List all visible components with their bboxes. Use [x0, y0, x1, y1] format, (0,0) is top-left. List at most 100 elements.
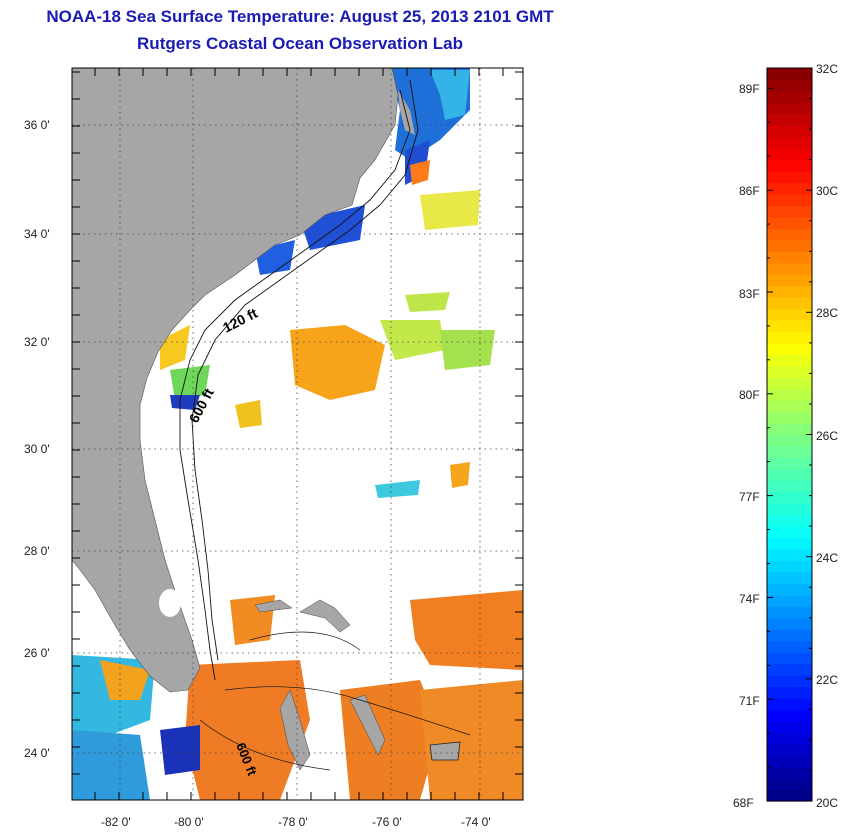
colorbar-band: [767, 113, 812, 126]
grand-bahama: [254, 599, 293, 613]
colorbar-band: [767, 778, 812, 791]
colorbar-band: [767, 503, 812, 516]
island-southeast: [429, 741, 461, 761]
colorbar-band: [767, 125, 812, 138]
colorbar-band: [767, 228, 812, 241]
lat-label-34: 34 0': [24, 227, 50, 241]
frame-ticks: [72, 68, 523, 800]
colorbar-band: [767, 297, 812, 310]
colorbar-band: [767, 148, 812, 161]
colorbar-band: [767, 697, 812, 710]
colorbar-band: [767, 606, 812, 619]
colorbar-band: [767, 468, 812, 481]
colorbar-band: [767, 411, 812, 424]
map-frame: [71, 67, 524, 801]
colorbar-band: [767, 514, 812, 527]
colorbar-band: [767, 766, 812, 779]
colorbar-band: [767, 308, 812, 321]
colorbar-band: [767, 331, 812, 344]
colorbar-band: [767, 400, 812, 413]
colorbar-band: [767, 755, 812, 768]
colorbar-band: [767, 675, 812, 688]
andros-island: [279, 689, 311, 771]
contour-600ft: [191, 79, 419, 661]
colorbar-band: [767, 629, 812, 642]
colorbar-label-89f: 89F: [739, 82, 760, 96]
colorbar-band: [767, 434, 812, 447]
colorbar-band: [767, 68, 812, 81]
colorbar-label-77f: 77F: [739, 490, 760, 504]
colorbar-label-86f: 86F: [739, 184, 760, 198]
colorbar-ticks: [767, 67, 812, 802]
colorbar-band: [767, 90, 812, 103]
colorbar-band: [767, 182, 812, 195]
lat-label-32: 32 0': [24, 335, 50, 349]
colorbar-band: [767, 216, 812, 229]
colorbar-band: [767, 274, 812, 287]
colorbar-band: [767, 686, 812, 699]
colorbar-band: [767, 193, 812, 207]
colorbar-band: [767, 205, 812, 218]
colorbar-band: [767, 526, 812, 539]
colorbar-band: [767, 640, 812, 653]
colorbar-band: [767, 354, 812, 367]
map-subtitle: Rutgers Coastal Ocean Observation Lab: [137, 34, 463, 53]
colorbar-band: [767, 617, 812, 630]
lat-label-30: 30 0': [24, 442, 50, 456]
colorbar-label-26c: 26C: [816, 429, 839, 443]
colorbar-label-28c: 28C: [816, 306, 839, 320]
colorbar-band: [767, 789, 812, 802]
lake-okeechobee: [159, 589, 181, 617]
colorbar-band: [767, 743, 812, 756]
lon-label-74: -74 0': [461, 815, 491, 829]
colorbar-label-32c: 32C: [816, 62, 839, 76]
colorbar-label-71f: 71F: [739, 694, 760, 708]
colorbar-band: [767, 171, 812, 184]
colorbar-band: [767, 319, 812, 333]
colorbar-band: [767, 652, 812, 665]
colorbar-band: [767, 388, 812, 401]
colorbar-band: [767, 79, 812, 92]
lat-label-28: 28 0': [24, 544, 50, 558]
colorbar-label-30c: 30C: [816, 184, 839, 198]
outer-banks: [398, 90, 415, 135]
colorbar-band: [767, 285, 812, 298]
colorbar-band: [767, 377, 812, 390]
sst-data-layer: [72, 68, 523, 800]
colorbar-band: [767, 594, 812, 607]
colorbar-band: [767, 709, 812, 722]
lat-lon-grid: [72, 68, 523, 800]
colorbar-band: [767, 560, 812, 573]
colorbar-band: [767, 365, 812, 378]
colorbar-band: [767, 549, 812, 562]
colorbar-band: [767, 102, 812, 115]
colorbar-band: [767, 491, 812, 504]
colorbar-label-83f: 83F: [739, 287, 760, 301]
lon-label-78: -78 0': [278, 815, 308, 829]
colorbar-band: [767, 423, 812, 436]
colorbar-label-22c: 22C: [816, 673, 839, 687]
colorbar-band: [767, 457, 812, 470]
colorbar-band: [767, 136, 812, 149]
lat-label-26: 26 0': [24, 646, 50, 660]
lat-label-24: 24 0': [24, 746, 50, 760]
colorbar-band: [767, 583, 812, 596]
lon-label-82: -82 0': [101, 815, 131, 829]
colorbar-band: [767, 342, 812, 355]
colorbar-band: [767, 571, 812, 584]
colorbar-label-20c: 20C: [816, 796, 839, 810]
colorbar-band: [767, 537, 812, 550]
colorbar-band: [767, 262, 812, 275]
colorbar-band: [767, 159, 812, 172]
colorbar-label-24c: 24C: [816, 551, 839, 565]
colorbar-label-80f: 80F: [739, 388, 760, 402]
colorbar-bands: [767, 68, 812, 802]
lon-label-76: -76 0': [372, 815, 402, 829]
eleuthera: [349, 694, 386, 756]
mainland: [72, 68, 399, 693]
colorbar-band: [767, 663, 812, 676]
map-title: NOAA-18 Sea Surface Temperature: August …: [46, 7, 554, 26]
abaco-island: [299, 599, 351, 633]
